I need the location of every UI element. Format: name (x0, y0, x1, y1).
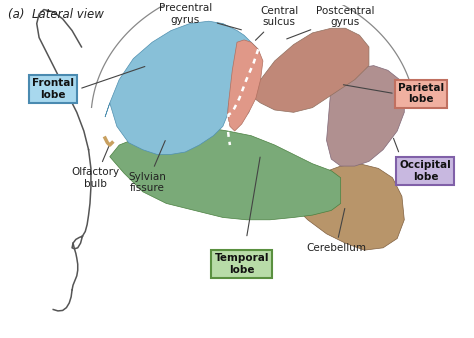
Text: Cerebellum: Cerebellum (306, 209, 366, 253)
Text: Central
sulcus: Central sulcus (255, 6, 299, 40)
Text: Postcentral
gyrus: Postcentral gyrus (287, 6, 374, 39)
Text: Olfactory
bulb: Olfactory bulb (72, 147, 120, 189)
Polygon shape (110, 126, 341, 220)
Text: Precentral
gyrus: Precentral gyrus (158, 3, 241, 30)
Polygon shape (105, 21, 261, 154)
Polygon shape (327, 66, 404, 166)
Polygon shape (284, 164, 404, 250)
Text: Temporal
lobe: Temporal lobe (214, 254, 269, 275)
Text: Occipital
lobe: Occipital lobe (400, 160, 451, 182)
Text: Sylvian
fissure: Sylvian fissure (128, 141, 166, 193)
Polygon shape (242, 28, 369, 112)
Text: (a)  Lateral view: (a) Lateral view (9, 8, 104, 21)
Polygon shape (228, 40, 263, 131)
Text: Parietal
lobe: Parietal lobe (398, 83, 444, 104)
Text: Frontal
lobe: Frontal lobe (32, 78, 74, 100)
